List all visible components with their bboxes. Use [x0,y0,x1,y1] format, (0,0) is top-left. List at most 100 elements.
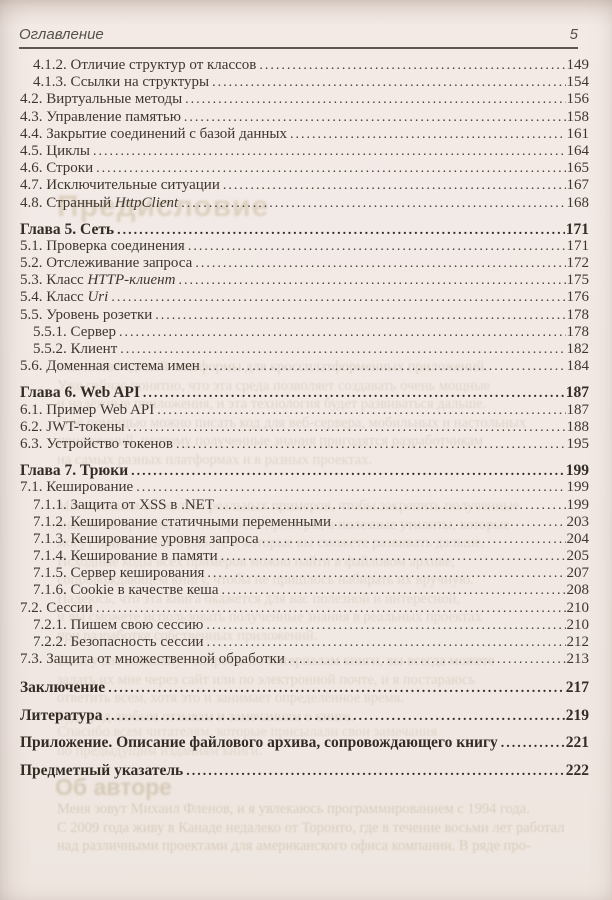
dot-leader [111,289,565,306]
ghost-paragraph: Меня зовут Михаил Фленов, и я увлекаюсь … [57,801,565,854]
entry-page-number: 184 [566,358,590,375]
dot-leader [120,341,565,358]
entry-label: 4.2. Виртуальные методы [20,91,183,108]
entry-page-number: 203 [566,513,590,530]
entry-label: 7.1.4. Кеширование в памяти [33,548,218,565]
entry-page-number: 156 [566,91,590,108]
dot-leader [176,436,566,453]
toc-chapter-entry: Глава 5. Сеть 171 [20,221,589,238]
page-number: 5 [569,26,578,43]
entry-page-number: 164 [566,142,590,159]
entry-label: 4.6. Строки [20,160,94,177]
entry-page-number: 182 [566,341,590,357]
entry-label-italic: HTTP-клиент [87,272,176,289]
running-head: Оглавление 5 [19,26,578,49]
dot-leader [195,255,565,272]
toc-entry: 7.2. Сессии 210 [20,600,589,617]
dot-leader [105,707,564,725]
dot-leader [96,600,566,617]
entry-label: 5.3. Класс HTTP-клиент [20,272,176,289]
dot-leader [334,514,566,531]
entry-label: 5.5. Уровень розетки [20,306,153,323]
entry-page-number: 171 [565,220,589,238]
toc-entry: 4.6. Строки 165 [20,160,589,177]
dot-leader [290,126,566,143]
dot-leader [157,402,565,419]
dot-leader [128,419,566,436]
entry-page-number: 178 [566,306,590,323]
entry-page-number: 208 [566,582,590,599]
toc-entry: 7.3. Защита от множественной обработки 21… [20,651,589,668]
entry-page-number: 172 [566,255,590,272]
toc-entry: 6.2. JWT-токены 188 [20,419,589,436]
entry-page-number: 199 [565,462,589,480]
dot-leader [288,651,566,668]
entry-label: 7.1.6. Cookie в качестве кеша [33,582,219,599]
dot-leader [136,479,565,496]
entry-page-number: 212 [566,634,590,650]
dot-leader [217,497,565,514]
entry-page-number: 210 [566,616,590,633]
entry-label: Заключение [20,678,106,696]
entry-label: Приложение. Описание файлового архива, с… [20,734,498,752]
entry-label-italic: Uri [87,289,109,306]
running-head-title: Оглавление [19,26,104,43]
toc-entry: 5.5. Уровень розетки 178 [20,307,589,324]
toc-entry: 5.2. Отслеживание запроса 172 [20,255,589,272]
entry-label: 6.2. JWT-токены [20,418,125,435]
entry-label: 4.1.3. Ссылки на структуры [33,74,210,91]
entry-page-number: 222 [565,761,589,779]
toc-chapter-entry: Приложение. Описание файлового архива, с… [20,734,589,751]
entry-page-number: 207 [566,565,590,582]
toc-chapter-entry: Предметный указатель 222 [20,762,589,779]
entry-page-number: 176 [566,289,590,306]
entry-label: 4.3. Управление памятью [20,108,181,125]
entry-label: Глава 7. Трюки [20,462,129,480]
dot-leader [155,307,565,324]
dot-leader [143,384,565,402]
entry-page-number: 195 [566,435,590,452]
dot-leader [119,324,566,341]
dot-leader [186,762,565,780]
toc-entry: 4.5. Циклы 164 [20,143,589,160]
entry-label: 4.8. Странный HttpClient [20,194,179,211]
entry-page-number: 219 [565,706,589,724]
entry-page-number: 154 [566,74,590,91]
toc-chapter-entry: Литература 219 [20,707,589,724]
entry-page-number: 213 [566,651,590,668]
entry-label: 7.1. Кеширование [20,479,134,496]
toc-entry: 5.6. Доменная система имен 184 [20,358,589,375]
toc-entry: 7.1.2. Кеширование статичными переменным… [20,514,589,531]
entry-page-number: 175 [566,272,590,289]
entry-page-number: 158 [566,108,590,125]
entry-page-number: 171 [566,237,590,254]
entry-page-number: 167 [566,177,590,194]
entry-label: 4.4. Закрытие соединений с базой данных [20,125,287,142]
toc-entry: 6.3. Устройство токенов 195 [20,436,589,453]
entry-page-number: 149 [566,57,590,73]
entry-label: 5.2. Отслеживание запроса [20,255,193,272]
entry-page-number: 221 [565,734,589,752]
dot-leader [184,109,566,126]
dot-leader [221,548,566,565]
toc-chapter-entry: Глава 6. Web API 187 [20,384,589,401]
dot-leader [117,221,565,239]
entry-label: 4.7. Исключительные ситуации [20,177,220,194]
toc-entry: 5.5.2. Клиент 182 [20,341,589,358]
entry-label: 5.6. Доменная система имен [20,358,200,375]
entry-label: 4.5. Циклы [20,142,90,159]
toc-entry: 4.7. Исключительные ситуации 167 [20,177,589,194]
toc-entry: 7.1.4. Кеширование в памяти 205 [20,548,589,565]
toc-entry: 6.1. Пример Web API 187 [20,402,589,419]
toc-entry: 5.1. Проверка соединения 171 [20,238,589,255]
entry-label-italic: HttpClient [114,194,179,211]
entry-label: 6.3. Устройство токенов [20,435,173,452]
toc-chapter-entry: Глава 7. Трюки 199 [20,462,589,479]
entry-label: Глава 5. Сеть [20,220,115,238]
toc-list: 4.1.2. Отличие структур от классов1494.1… [20,57,589,779]
entry-label: 7.2.2. Безопасность сессии [33,634,204,650]
dot-leader [212,74,565,91]
toc-entry: 4.1.2. Отличие структур от классов 149 [20,57,589,74]
entry-label: Литература [20,706,103,724]
